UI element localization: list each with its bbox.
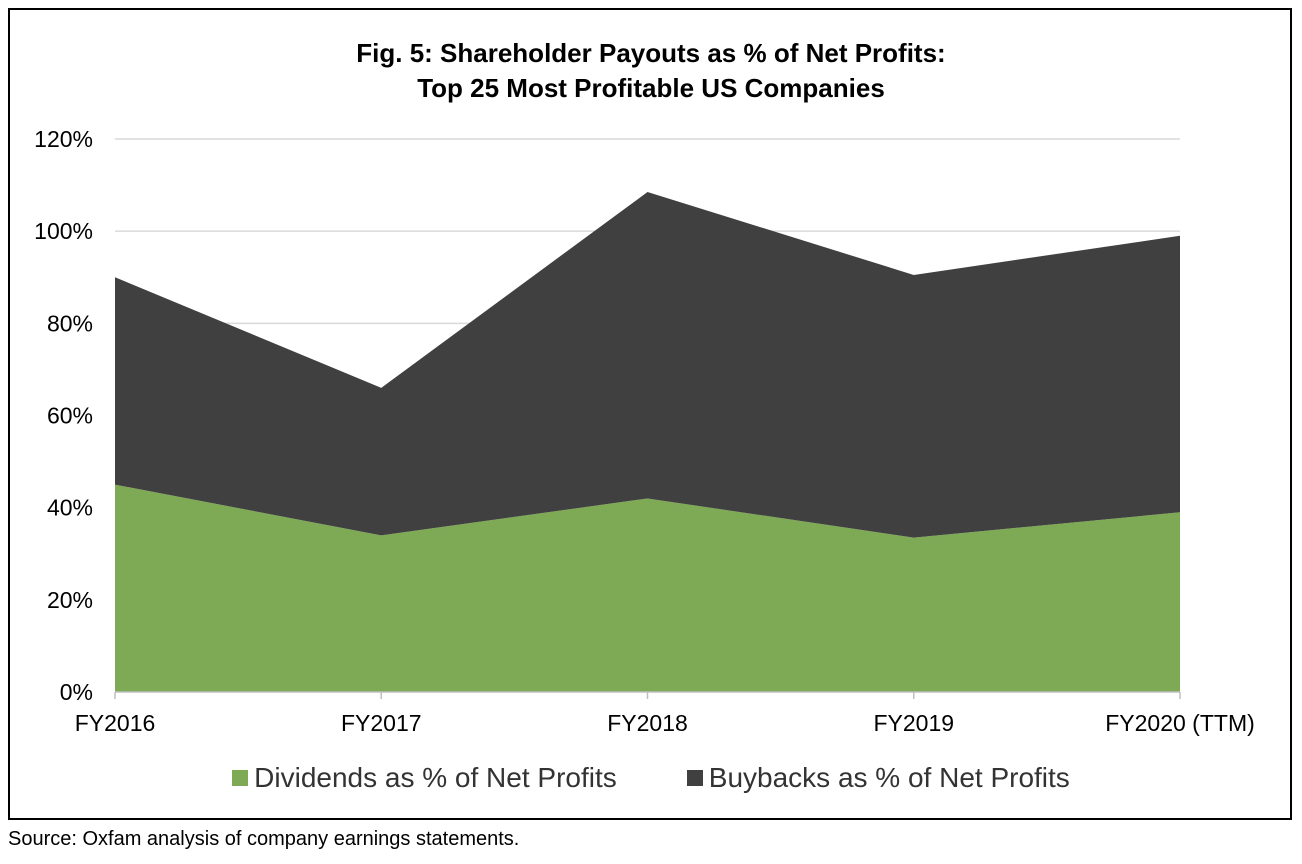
legend-swatch-dividends — [232, 770, 249, 786]
y-tick-label-6: 120% — [34, 126, 93, 152]
chart-title-line-2: Top 25 Most Profitable US Companies — [417, 73, 885, 103]
legend-swatch-buybacks — [686, 770, 703, 786]
legend: Dividends as % of Net Profits Buybacks a… — [0, 762, 1302, 794]
x-tick-label-0: FY2016 — [75, 710, 156, 736]
legend-item-buybacks: Buybacks as % of Net Profits — [686, 762, 1070, 794]
chart-title-line-1: Fig. 5: Shareholder Payouts as % of Net … — [356, 38, 946, 68]
x-tick-label-3: FY2019 — [873, 710, 954, 736]
y-tick-label-3: 60% — [47, 403, 93, 429]
y-tick-label-4: 80% — [47, 310, 93, 336]
x-tick-label-1: FY2017 — [341, 710, 422, 736]
chart-title: Fig. 5: Shareholder Payouts as % of Net … — [0, 36, 1302, 106]
x-tick-label-4: FY2020 (TTM) — [1105, 710, 1255, 736]
legend-label-buybacks: Buybacks as % of Net Profits — [708, 762, 1070, 793]
source-note: Source: Oxfam analysis of company earnin… — [8, 828, 520, 850]
legend-label-dividends: Dividends as % of Net Profits — [254, 762, 617, 793]
y-tick-label-0: 0% — [60, 679, 93, 705]
y-tick-label-1: 20% — [47, 587, 93, 613]
legend-item-dividends: Dividends as % of Net Profits — [232, 762, 617, 794]
y-tick-label-2: 40% — [47, 495, 93, 521]
x-tick-label-2: FY2018 — [607, 710, 688, 736]
area-buybacks — [115, 191, 1180, 538]
y-tick-label-5: 100% — [34, 218, 93, 244]
area-dividends — [115, 484, 1180, 692]
